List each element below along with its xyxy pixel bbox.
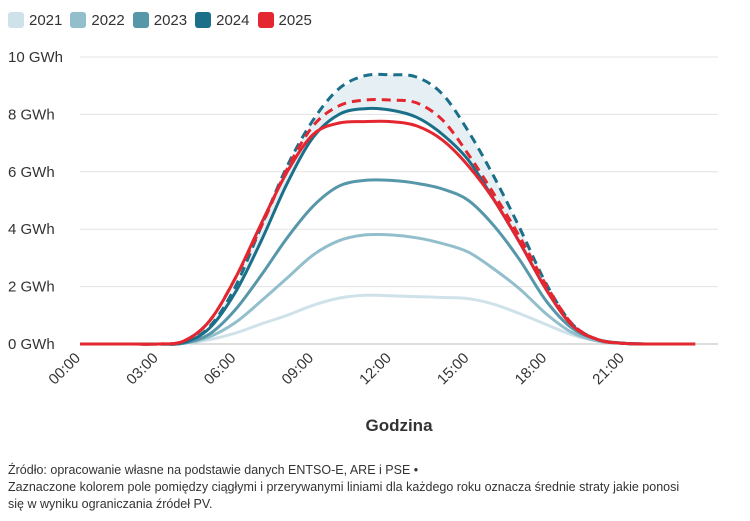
series-line-2023-solid bbox=[79, 178, 696, 346]
series-line-2024-solid bbox=[79, 106, 696, 346]
y-tick-label: 0 GWh bbox=[8, 336, 55, 353]
series-line-2025-solid bbox=[79, 119, 696, 346]
chart-legend: 2021 2022 2023 2024 2025 bbox=[8, 9, 320, 31]
x-tick-label: 12:00 bbox=[356, 350, 395, 389]
y-tick-label: 8 GWh bbox=[8, 106, 55, 123]
chart-source-note: Źródło: opracowanie własne na podstawie … bbox=[8, 462, 743, 513]
legend-item: 2023 bbox=[132, 11, 188, 29]
y-tick-label: 2 GWh bbox=[8, 279, 55, 296]
source-note-line: się w wyniku ograniczania źródeł PV. bbox=[8, 497, 213, 511]
line-chart: 0 GWh 2 GWh 4 GWh 6 GWh 8 GWh 10 GWh 00:00 03:0… bbox=[8, 49, 718, 435]
legend-item: 2025 bbox=[257, 11, 312, 29]
x-tick-label: 18:00 bbox=[512, 350, 551, 389]
source-line: Źródło: opracowanie własne na podstawie … bbox=[8, 463, 419, 477]
legend-label: 2024 bbox=[216, 11, 250, 29]
y-tick-label: 4 GWh bbox=[8, 221, 55, 238]
y-tick-label: 6 GWh bbox=[8, 164, 55, 181]
x-axis-title: Godzina bbox=[365, 416, 433, 435]
legend-item: 2022 bbox=[70, 11, 125, 29]
legend-swatch bbox=[8, 12, 24, 28]
legend-swatch bbox=[70, 12, 87, 28]
x-tick-label: 00:00 bbox=[45, 350, 84, 389]
legend-label: 2021 bbox=[29, 11, 63, 29]
x-tick-label: 09:00 bbox=[279, 350, 318, 389]
loss-band-area bbox=[80, 74, 696, 345]
legend-item: 2021 bbox=[8, 12, 62, 29]
y-tick-label: 10 GWh bbox=[8, 49, 63, 66]
legend-swatch bbox=[257, 12, 274, 28]
legend-label: 2025 bbox=[278, 11, 312, 29]
legend-swatch bbox=[132, 12, 149, 28]
x-tick-label: 06:00 bbox=[201, 350, 240, 389]
series-line-2021-solid bbox=[79, 293, 696, 346]
x-tick-label: 15:00 bbox=[434, 350, 473, 389]
series-line-2025-dashed bbox=[79, 98, 696, 346]
x-tick-label: 21:00 bbox=[589, 350, 628, 389]
source-note-line: Zaznaczone kolorem pole pomiędzy ciągłym… bbox=[8, 480, 680, 494]
legend-label: 2023 bbox=[153, 11, 188, 29]
legend-item: 2024 bbox=[195, 11, 250, 29]
x-tick-label: 03:00 bbox=[123, 350, 162, 389]
legend-swatch bbox=[195, 12, 212, 28]
legend-label: 2022 bbox=[91, 11, 125, 29]
series-line-2022-solid bbox=[79, 232, 696, 346]
